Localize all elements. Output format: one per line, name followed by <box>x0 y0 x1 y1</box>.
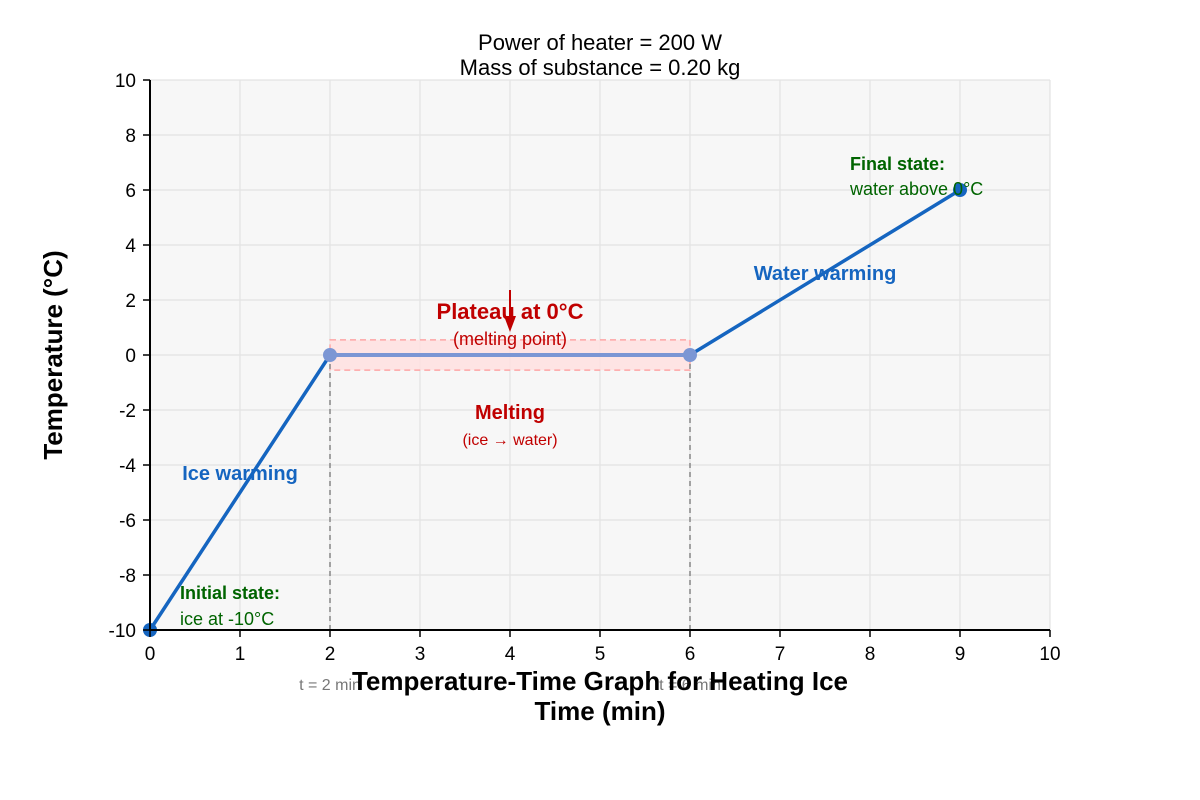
initial-state-subtitle: ice at -10°C <box>180 609 274 629</box>
plateau-subtitle: (melting point) <box>453 329 567 349</box>
x-tick-label-5: 5 <box>595 644 606 665</box>
y-ticks: -10 -8 -6 -4 -2 0 2 4 6 8 10 <box>109 71 150 642</box>
final-state-title: Final state: <box>850 154 945 174</box>
gridlines <box>149 79 1051 631</box>
y-tick-label-1: -8 <box>119 566 136 587</box>
segment-2 <box>688 188 962 357</box>
x-tick-label-6: 6 <box>685 644 696 665</box>
y-tick-label-0: -10 <box>109 621 136 642</box>
data-point-2 <box>683 348 697 362</box>
y-tick-label-6: 2 <box>125 291 136 312</box>
data-point-1 <box>323 348 337 362</box>
y-tick-label-7: 4 <box>125 236 136 257</box>
x-tick-label-4: 4 <box>505 644 516 665</box>
vertical-markers: t = 2 min t = 6 min <box>299 355 721 694</box>
segment-0 <box>148 353 332 632</box>
y-tick-label-9: 8 <box>125 126 136 147</box>
y-axis-label: Temperature (°C) <box>38 250 68 459</box>
x-axis-label: Time (min) <box>535 696 666 726</box>
melting-subtitle: (ice → water) <box>462 432 557 449</box>
plateau-arrow <box>504 290 516 332</box>
y-tick-label-5: 0 <box>125 346 136 367</box>
x-tick-label-2: 2 <box>325 644 336 665</box>
x-tick-label-9: 9 <box>955 644 966 665</box>
y-tick-label-8: 6 <box>125 181 136 202</box>
y-tick-label-3: -4 <box>119 456 136 477</box>
x-tick-label-3: 3 <box>415 644 426 665</box>
ice-warming-label: Ice warming <box>182 463 298 485</box>
y-tick-label-4: -2 <box>119 401 136 422</box>
subtitle-line-2: Mass of substance = 0.20 kg <box>460 55 741 80</box>
x-tick-label-8: 8 <box>865 644 876 665</box>
x-tick-label-0: 0 <box>145 644 156 665</box>
x-tick-label-10: 10 <box>1039 644 1060 665</box>
initial-state-title: Initial state: <box>180 583 280 603</box>
marker-label-0: t = 2 min <box>299 677 361 694</box>
marker-label-1: t = 6 min <box>659 677 721 694</box>
x-tick-label-1: 1 <box>235 644 246 665</box>
chart-title: Temperature-Time Graph for Heating Ice <box>352 666 848 696</box>
x-tick-label-7: 7 <box>775 644 786 665</box>
series-segments <box>148 188 962 632</box>
melting-title: Melting <box>475 402 545 424</box>
y-tick-label-2: -6 <box>119 511 136 532</box>
data-point-3 <box>953 183 967 197</box>
water-warming-label: Water warming <box>754 263 897 285</box>
final-state-subtitle: water above 0°C <box>849 179 983 199</box>
subtitle-line-1: Power of heater = 200 W <box>478 30 722 55</box>
x-ticks: 0 1 2 3 4 5 6 7 8 9 10 <box>145 630 1061 665</box>
y-tick-label-10: 10 <box>115 71 136 92</box>
